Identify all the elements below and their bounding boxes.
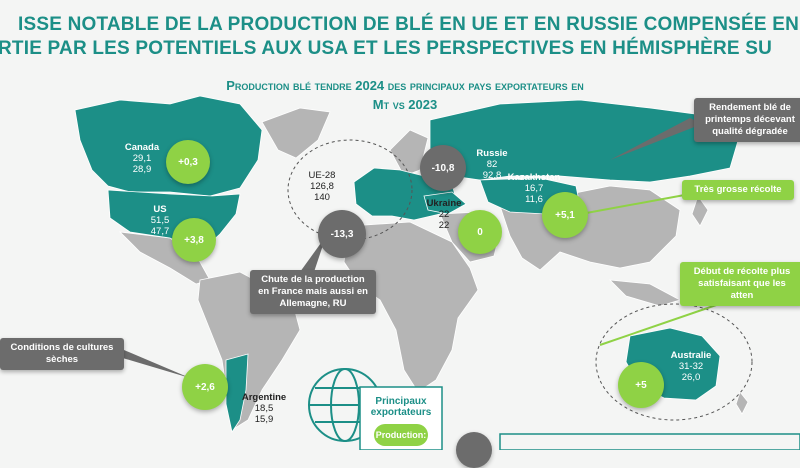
russia-note-line-2: printemps décevant [705,114,795,125]
russia-2023: 92,8 [482,170,502,181]
australia-2024: 31-32 [678,361,704,372]
eu-name: UE-28 [308,170,336,181]
us-label: US 51,5 47,7 [140,204,180,237]
france-note-line-2: en France mais aussi en [258,286,368,297]
canada-delta-badge: +0,3 [166,140,210,184]
argentina-name: Argentine [241,392,287,403]
eu-2024: 126,8 [310,181,334,192]
kazakh-note-pointer [569,193,691,217]
subtitle-line-2: Mt vs 2023 [372,97,438,112]
france-note-pointer [300,236,326,272]
us-2023: 47,7 [150,226,170,237]
argentina-2023: 15,9 [254,414,274,425]
legend-decline-badge [456,432,492,468]
russia-name: Russie [476,148,508,159]
eu-2023: 140 [314,192,330,203]
greenland [261,107,331,159]
russia-note-line-1: Rendement blé de [709,102,791,113]
australia-highlight-ring [595,303,753,421]
new-zealand [735,391,749,415]
france-note-line-1: Chute de la production [261,274,365,285]
australia-note-line-1: Début de récolte plus [693,266,791,277]
australia-note-line-2: satisfaisant que les atten [698,278,786,301]
us-name: US [153,204,167,215]
argentina-note-callout: Conditions de cultures sèches [0,338,124,370]
argentina-shape [225,353,249,434]
kazakh-note-callout: Très grosse récolte [682,180,794,200]
canada-name: Canada [124,142,160,153]
ukraine-2023: 22 [438,220,450,231]
russia-note-callout: Rendement blé de printemps décevant qual… [694,98,800,142]
australia-label: Australie 31-32 26,0 [664,350,718,383]
argentina-note-line-1: Conditions de cultures [10,342,114,353]
ukraine-2024: 22 [438,209,450,220]
canada-label: Canada 29,1 28,9 [122,142,162,175]
australia-2023: 26,0 [681,372,701,383]
subtitle-line-1: Production blé tendre 2024 des principau… [226,78,584,93]
us-delta-badge: +3,8 [172,218,216,262]
legend-title-line-2: exportateurs [370,407,432,418]
se-asia [608,279,682,307]
russia-2024: 82 [486,159,498,170]
headline-line-2: RTIE PAR LES POTENTIELS AUX USA ET LES P… [0,38,773,59]
us-2024: 51,5 [150,215,170,226]
ukraine-delta-badge: 0 [458,210,502,254]
canada-2023: 28,9 [132,164,152,175]
ukraine-shape [423,191,467,215]
eu-delta-badge: -13,3 [318,210,366,258]
kazakhstan-name: Kazakhstan [507,172,561,183]
france-note-callout: Chute de la production en France mais au… [250,270,376,314]
russia-delta-badge: -10,8 [420,145,466,191]
russia-label: Russie 82 92,8 [470,148,514,181]
argentina-2024: 18,5 [254,403,274,414]
ukraine-label: Ukraine 22 22 [420,198,468,231]
argentina-note-pointer [116,350,190,378]
kazakhstan-2023: 11,6 [525,194,543,205]
australia-note-callout: Début de récolte plus satisfaisant que l… [680,262,800,306]
argentina-label: Argentine 18,5 15,9 [236,392,292,425]
ukraine-name: Ukraine [426,198,462,209]
kazakhstan-2024: 16,7 [524,183,544,194]
kazakhstan-delta-badge: +5,1 [542,192,588,238]
canada-2024: 29,1 [132,153,152,164]
australia-delta-badge: +5 [618,362,664,408]
japan [691,195,709,227]
russia-note-pointer [610,118,702,160]
kazakhstan-label: Kazakhstan 16,7 11,6 [502,172,566,205]
legend-production-item: Production: [374,424,428,446]
legend-box-right [499,433,800,450]
eu-highlight-ring [287,139,413,241]
eu-label: UE-28 126,8 140 [300,170,344,203]
legend-title: Principaux exportateurs [362,396,440,418]
france-note-line-3: Allemagne, RU [279,298,347,309]
kazakh-note-line-1: Très grosse récolte [694,184,782,195]
russia-shape [429,99,741,183]
legend-title-line-1: Principaux [375,396,427,407]
australia-name: Australie [670,350,712,361]
headline-line-1: ISSE NOTABLE DE LA PRODUCTION DE BLÉ EN … [18,14,800,35]
argentina-note-line-2: sèches [45,354,79,365]
russia-note-line-3: qualité dégradée [712,126,788,137]
canada-shape [74,95,263,197]
argentina-delta-badge: +2,6 [182,364,228,410]
